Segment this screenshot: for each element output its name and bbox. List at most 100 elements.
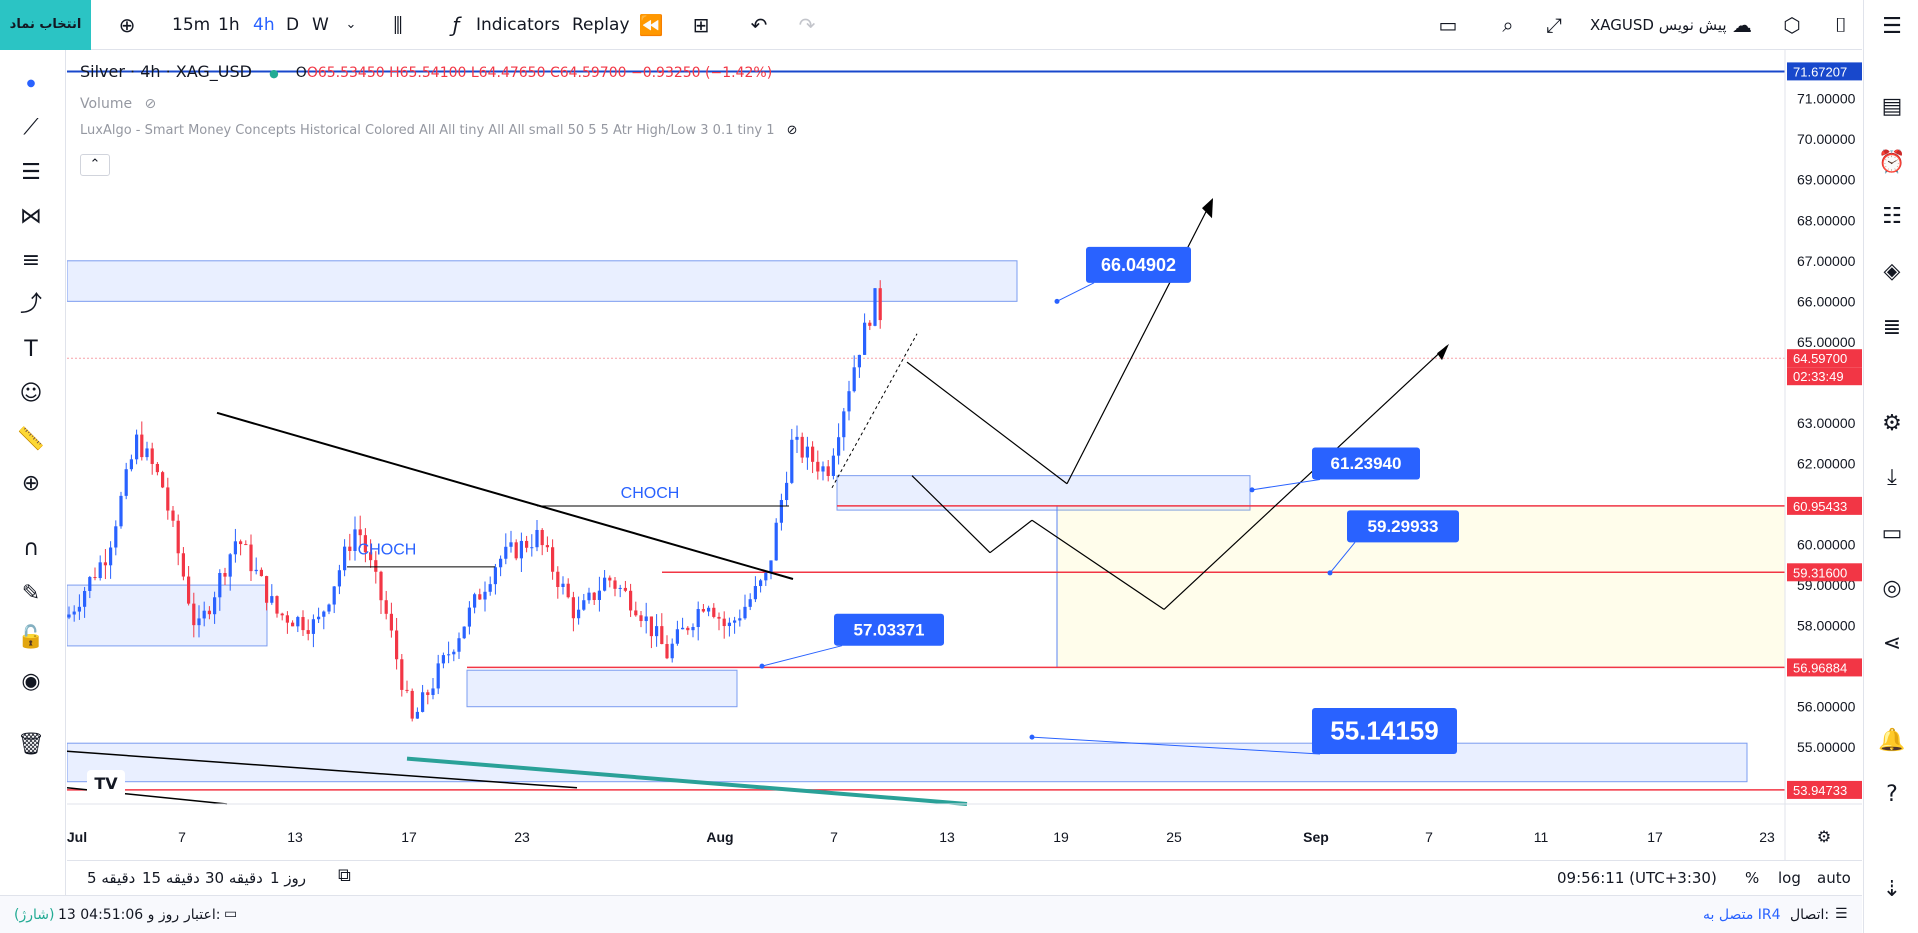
range-15m[interactable]: 15 دقیقه	[142, 869, 200, 887]
alert-clock-icon[interactable]: ⏰	[1878, 150, 1906, 175]
projection-icon[interactable]: ⤴	[19, 292, 42, 317]
price-tag: 02:33:49	[1793, 369, 1844, 384]
layers-icon[interactable]: ◈	[1883, 259, 1901, 284]
news-icon[interactable]: ≣	[1882, 315, 1902, 340]
watchlist-icon[interactable]: ▤	[1881, 94, 1903, 119]
price-tag: 59.31600	[1793, 565, 1847, 580]
scroll-icon[interactable]: ⇣	[1882, 877, 1902, 902]
horizontal-lines-icon[interactable]: ☰	[21, 160, 41, 185]
text-tool-icon[interactable]: T	[24, 337, 38, 362]
interval-4h[interactable]: 4h	[253, 15, 275, 35]
download-icon[interactable]: ⤓	[1887, 465, 1897, 490]
volume-legend[interactable]: Volume ⊘	[80, 96, 156, 112]
log-toggle[interactable]: log	[1778, 869, 1801, 887]
date-range-icon[interactable]: ⧉	[338, 865, 351, 886]
trash-icon[interactable]: 🗑	[17, 732, 45, 757]
symbol-select-button[interactable]: انتخاب نماد	[0, 0, 91, 50]
candle-body	[478, 594, 482, 600]
candle-body	[223, 572, 227, 577]
indicator-label: LuxAlgo - Smart Money Concepts Historica…	[80, 123, 775, 138]
settings-gear-icon[interactable]: ⚙	[1882, 411, 1902, 436]
choch-label: CHOCH	[621, 485, 680, 502]
cursor-dot-icon[interactable]: ●	[26, 78, 36, 89]
trend-line-icon[interactable]: ⟋	[23, 115, 39, 140]
interval-15m[interactable]: 15m	[172, 15, 211, 35]
indicators-button[interactable]: Indicators	[476, 15, 560, 35]
pattern-icon[interactable]: ⋈	[20, 204, 42, 229]
magnet-icon[interactable]: ∩	[22, 536, 40, 561]
range-1d[interactable]: 1 روز	[270, 869, 307, 887]
time-tick: 25	[1166, 829, 1182, 845]
candle-body	[665, 644, 669, 659]
add-symbol-icon[interactable]: ⊕	[118, 13, 136, 37]
candle-style-icon[interactable]: ⫼	[393, 13, 403, 37]
auto-toggle[interactable]: auto	[1817, 869, 1851, 887]
zone-box	[66, 260, 1018, 302]
eye-icon[interactable]: ◉	[21, 669, 41, 694]
candle-body	[452, 651, 456, 655]
candle-body	[426, 692, 430, 695]
cloud-save-icon[interactable]: ☁	[1732, 13, 1752, 37]
candle-body	[670, 643, 674, 659]
indicator-legend[interactable]: LuxAlgo - Smart Money Concepts Historica…	[80, 123, 798, 138]
lock-icon[interactable]: 🔓	[17, 625, 45, 650]
candle-body	[707, 607, 711, 612]
chart-legend: Silver · 4h · XAG_USD ● OO65.53450 H65.5…	[80, 62, 772, 81]
candle-body	[878, 288, 882, 321]
candle-body	[811, 446, 815, 462]
zone-box	[836, 475, 1251, 511]
interval-d[interactable]: D	[286, 15, 300, 35]
callout-value: 55.14159	[1330, 716, 1438, 746]
account-icon[interactable]: ◎	[1882, 576, 1902, 601]
time-tick: 7	[830, 829, 838, 845]
price-tick: 69.00000	[1797, 172, 1856, 188]
collapse-legend-button[interactable]: ⌃	[80, 154, 110, 176]
range-30m[interactable]: 30 دقیقه	[205, 869, 263, 887]
fib-tool-icon[interactable]: ≡	[21, 248, 41, 273]
candle-body	[265, 576, 269, 603]
symbol-title[interactable]: Silver · 4h · XAG_USD	[80, 62, 252, 81]
interval-1h[interactable]: 1h	[218, 15, 240, 35]
fullscreen-box-icon[interactable]: ▭	[1438, 13, 1458, 37]
candle-body	[353, 529, 357, 551]
notes-icon[interactable]: ☷	[1882, 204, 1902, 229]
indicators-icon[interactable]: ƒ	[452, 13, 460, 37]
card-icon[interactable]: ▭	[1881, 521, 1903, 546]
price-chart[interactable]: CHOCH CHOCH 71.00000 70.00000 69.00000 68.00…	[66, 50, 1862, 860]
clock-timezone[interactable]: 09:56:11 (UTC+3:30)	[1557, 869, 1717, 887]
status-bar: (شارژ) 13 روز و 04:51:06 اعتبار: ▭ متصل …	[0, 895, 1862, 933]
candle-body	[213, 597, 217, 615]
draft-layout-name[interactable]: XAGUSD پیش نویس	[1590, 16, 1727, 34]
pencil-lock-icon[interactable]: ✎	[21, 581, 41, 606]
replay-button[interactable]: Replay	[572, 15, 630, 35]
share-icon[interactable]: ⋖	[1882, 631, 1902, 656]
redo-icon[interactable]: ↷	[798, 13, 816, 37]
chart-area[interactable]: CHOCH CHOCH 71.00000 70.00000 69.00000 68.00…	[66, 50, 1862, 860]
help-icon[interactable]: ?	[1886, 782, 1898, 807]
price-tag: 64.59700	[1793, 351, 1847, 366]
range-5m[interactable]: 5 دقیقه	[87, 869, 136, 887]
candle-body	[259, 569, 263, 577]
hidden-eye-icon[interactable]: ⊘	[786, 123, 798, 138]
menu-icon[interactable]: ☰	[1882, 14, 1902, 39]
tradingview-logo[interactable]: TV	[87, 770, 125, 798]
layout-grid-icon[interactable]: ⊞	[692, 13, 710, 37]
chevron-down-icon[interactable]: ⌄	[345, 17, 357, 32]
undo-icon[interactable]: ↶	[750, 13, 768, 37]
ruler-icon[interactable]: 📏	[17, 427, 45, 452]
replay-icon[interactable]: ⏪	[638, 13, 664, 37]
hidden-eye-icon[interactable]: ⊘	[144, 96, 157, 112]
emoji-icon[interactable]: ☺	[19, 381, 43, 406]
expand-icon[interactable]: ⤢	[1546, 13, 1562, 37]
zoom-in-icon[interactable]: ⊕	[21, 471, 41, 496]
trend-line	[831, 333, 918, 489]
camera-icon[interactable]: ⌷	[1835, 13, 1847, 37]
quick-search-icon[interactable]: ⌕	[1502, 13, 1514, 37]
settings-hex-icon[interactable]: ⬡	[1783, 13, 1801, 37]
interval-w[interactable]: W	[312, 15, 329, 35]
bell-icon[interactable]: 🔔	[1878, 728, 1906, 753]
candle-body	[155, 463, 159, 473]
candle-body	[514, 542, 518, 559]
candle-body	[103, 562, 107, 566]
percent-toggle[interactable]: %	[1745, 869, 1760, 887]
